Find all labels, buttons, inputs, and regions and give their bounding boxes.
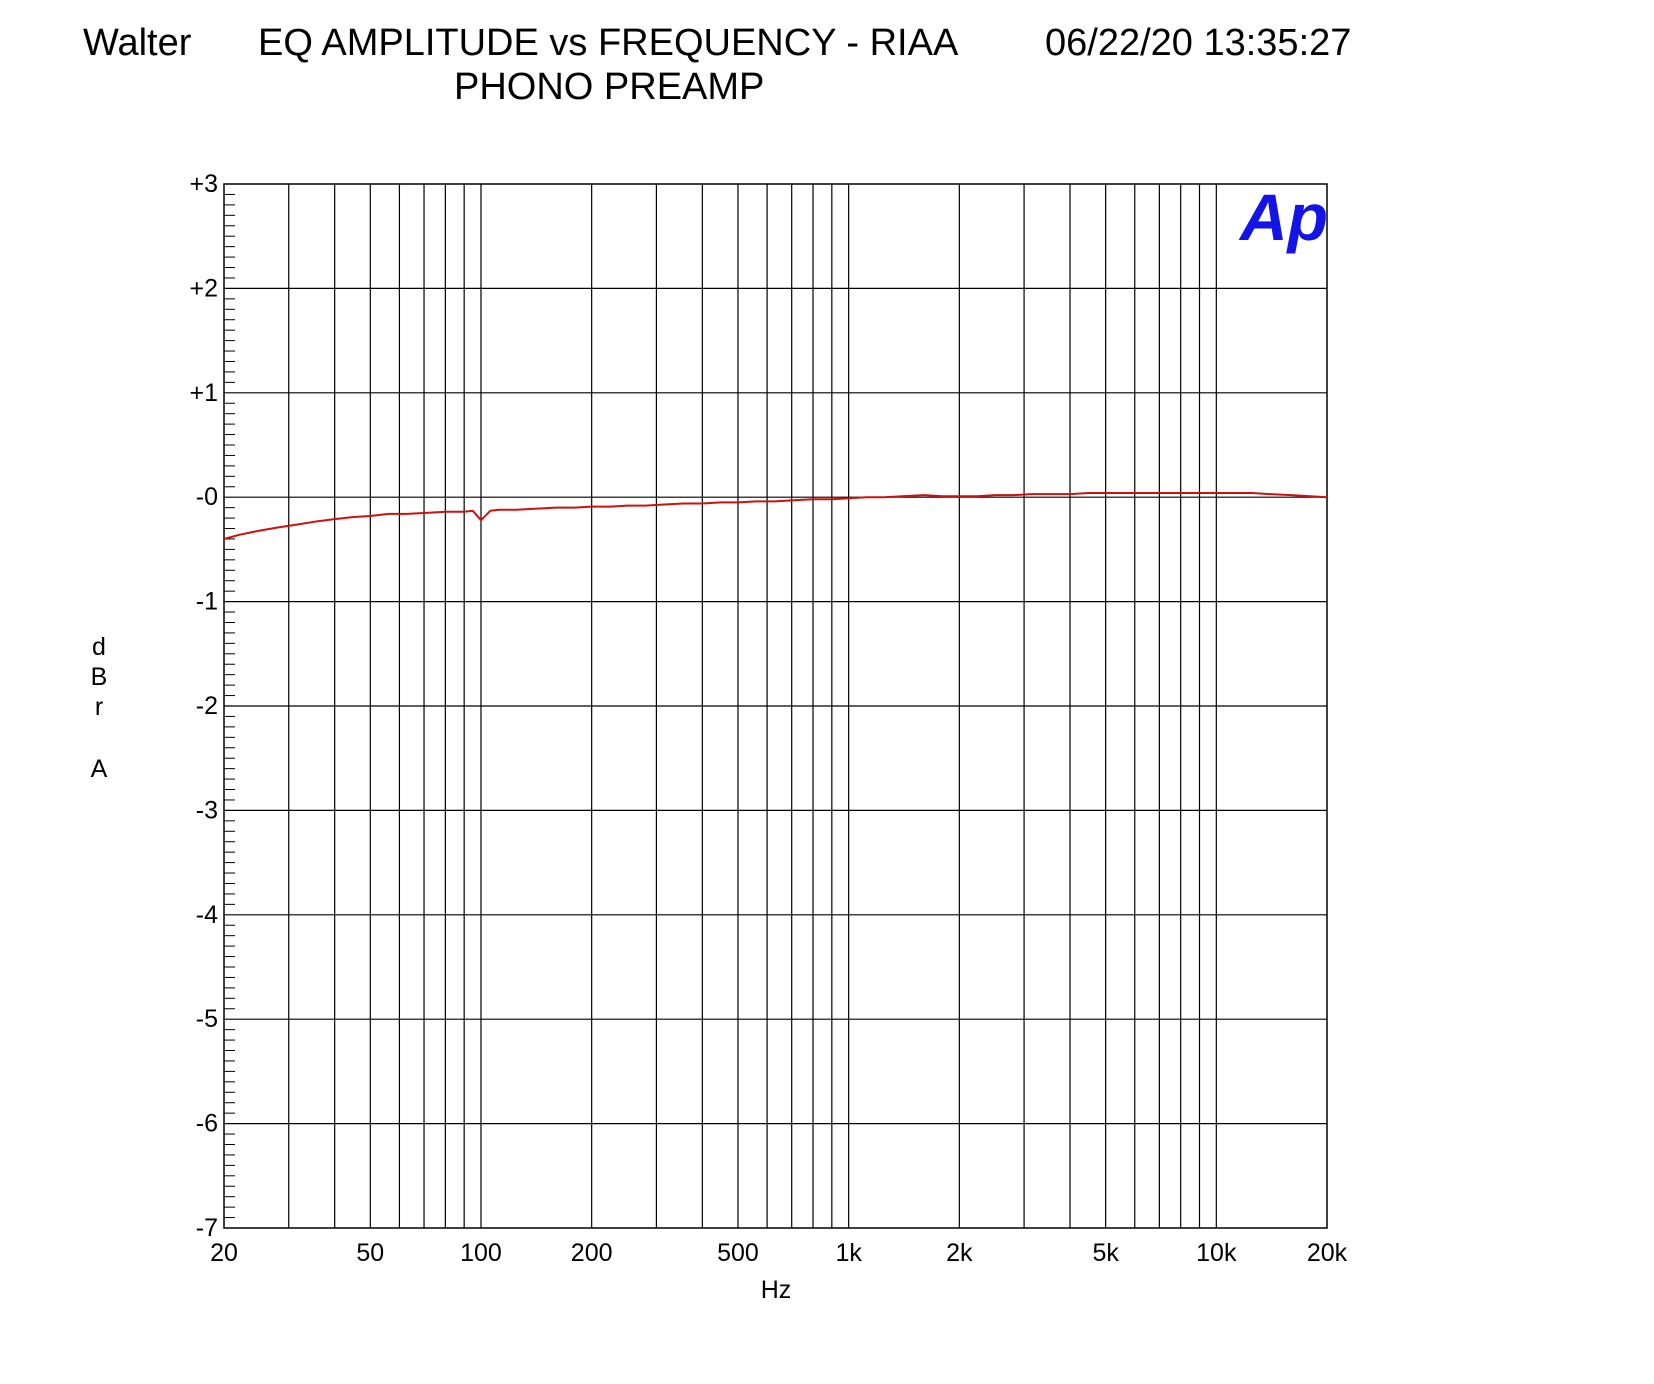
y-minor-ticks bbox=[224, 193, 235, 1219]
y-tick-label: -2 bbox=[196, 692, 218, 720]
plot-frame bbox=[223, 183, 1328, 1229]
y-axis-title-letter: B bbox=[91, 663, 108, 691]
y-tick-label: -7 bbox=[196, 1214, 218, 1242]
y-tick-label: +1 bbox=[189, 379, 218, 407]
trace-layer bbox=[223, 492, 1328, 540]
x-tick-label: 500 bbox=[717, 1239, 759, 1267]
y-tick-label: -6 bbox=[196, 1110, 218, 1138]
x-tick-label: 200 bbox=[571, 1239, 613, 1267]
y-gridlines bbox=[224, 287, 1327, 1125]
x-tick-label: 20k bbox=[1307, 1239, 1348, 1267]
y-tick-label: -5 bbox=[196, 1005, 218, 1033]
y-tick-label: -4 bbox=[196, 901, 218, 929]
x-tick-label: 2k bbox=[946, 1239, 973, 1267]
chart-subtitle: PHONO PREAMP bbox=[454, 66, 765, 108]
ap-logo: Ap bbox=[1238, 180, 1328, 254]
header-author: Walter bbox=[83, 22, 192, 64]
y-axis-title: dBr A bbox=[91, 633, 108, 783]
x-tick-label: 50 bbox=[356, 1239, 384, 1267]
x-tick-labels: 20 50 100 200 500 1k 2k 5k 10k 20k bbox=[210, 1239, 1348, 1267]
header-timestamp: 06/22/20 13:35:27 bbox=[1045, 22, 1352, 64]
y-tick-label: -3 bbox=[196, 796, 218, 824]
x-tick-label: 100 bbox=[460, 1239, 502, 1267]
x-tick-label: 10k bbox=[1196, 1239, 1237, 1267]
x-tick-label: 1k bbox=[835, 1239, 862, 1267]
x-tick-label: 5k bbox=[1092, 1239, 1119, 1267]
y-axis-title-letter: A bbox=[91, 755, 108, 783]
y-tick-label: -1 bbox=[196, 588, 218, 616]
y-tick-labels: +3 +2 +1 -0 -1 -2 -3 -4 -5 -6 -7 bbox=[189, 170, 218, 1242]
x-axis-title: Hz bbox=[761, 1276, 792, 1304]
series-line bbox=[223, 492, 1328, 540]
chart-title: EQ AMPLITUDE vs FREQUENCY - RIAA bbox=[258, 22, 959, 64]
y-axis-title-letter: r bbox=[95, 693, 103, 721]
x-tick-label: 20 bbox=[210, 1239, 238, 1267]
y-tick-label: -0 bbox=[196, 483, 218, 511]
y-axis-title-letter: d bbox=[92, 633, 106, 661]
y-tick-label: +2 bbox=[189, 274, 218, 302]
y-tick-label: +3 bbox=[189, 170, 218, 198]
